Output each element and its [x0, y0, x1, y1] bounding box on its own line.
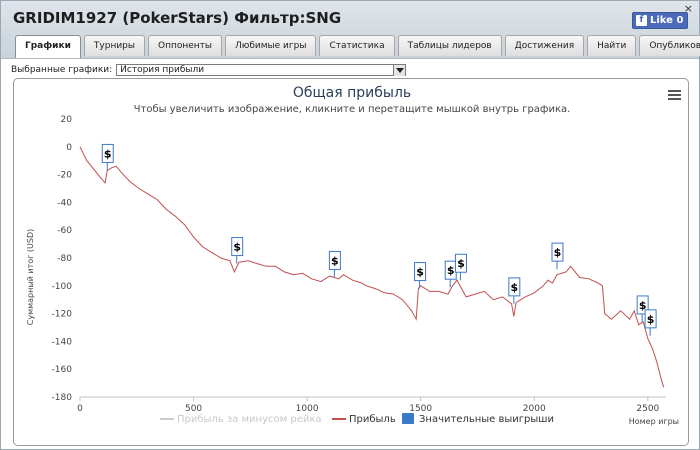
big-win-marker[interactable]: $: [644, 309, 657, 336]
big-win-marker[interactable]: $: [551, 242, 564, 270]
y-tick-label: -80: [57, 254, 72, 264]
chart-subtitle: Чтобы увеличить изображение, кликните и …: [134, 104, 571, 115]
x-tick-label: 500: [185, 404, 202, 414]
y-tick-label: -40: [57, 198, 72, 208]
big-win-marker-label: $: [510, 281, 518, 294]
facebook-icon: f: [636, 15, 647, 26]
close-icon[interactable]: ×: [683, 2, 693, 15]
title-bar: GRIDIM1927 (PokerStars) Фильтр:SNG f Lik…: [1, 1, 700, 59]
y-tick-label: -20: [57, 171, 72, 181]
chart-selector-value: История прибыли: [120, 65, 205, 75]
dropdown-arrow-icon[interactable]: [393, 65, 406, 76]
big-win-marker-label: $: [104, 147, 112, 160]
x-axis-label: Номер игры: [629, 417, 679, 426]
y-tick-label: -140: [52, 337, 73, 347]
y-tick-label: -100: [52, 282, 73, 292]
x-tick-label: 2500: [636, 404, 659, 414]
tab-1[interactable]: Турниры: [83, 35, 145, 56]
tab-4[interactable]: Статистика: [319, 35, 395, 56]
big-win-marker-label: $: [639, 299, 647, 312]
facebook-like-button[interactable]: f Like 0: [632, 12, 688, 29]
tab-6[interactable]: Достижения: [504, 35, 585, 56]
tab-8[interactable]: Опубликовать: [639, 35, 700, 56]
big-win-marker[interactable]: $: [508, 277, 521, 304]
big-win-marker-label: $: [554, 246, 562, 259]
chart-selector-label: Выбранные графики:: [11, 65, 113, 75]
tab-bar: Графики Турниры Оппоненты Любимые игры Стати…: [15, 35, 700, 58]
legend-item-profit[interactable]: Прибыль: [332, 414, 396, 425]
legend-item-rake[interactable]: Прибыль за минусом рейка: [160, 414, 322, 425]
y-tick-label: 20: [61, 115, 73, 125]
big-win-marker[interactable]: $: [454, 253, 467, 281]
like-label: Like 0: [650, 15, 684, 26]
profit-chart[interactable]: Общая прибыль Чтобы увеличить изображени…: [14, 79, 690, 447]
y-tick-label: -160: [52, 365, 73, 375]
y-tick-label: 0: [66, 143, 72, 153]
legend-label-profit: Прибыль: [349, 414, 396, 425]
chart-menu-icon[interactable]: [668, 90, 681, 100]
big-win-marker-label: $: [647, 313, 655, 326]
y-axis-label: Суммарный итог (USD): [26, 229, 35, 326]
x-tick-label: 0: [77, 404, 83, 414]
big-win-marker[interactable]: $: [328, 250, 341, 278]
legend-label-big-wins: Значительные выигрыши: [419, 414, 554, 425]
big-win-marker[interactable]: $: [636, 295, 649, 322]
big-win-marker[interactable]: $: [101, 143, 114, 171]
big-win-marker-label: $: [457, 257, 465, 270]
series-line-profit: [79, 146, 665, 388]
tab-0[interactable]: Графики: [15, 35, 81, 58]
tab-7[interactable]: Найти: [587, 35, 637, 56]
chart-selector-dropdown[interactable]: История прибыли: [116, 64, 407, 76]
legend-item-big-wins[interactable]: Значительные выигрыши: [402, 413, 554, 425]
big-win-marker-label: $: [447, 264, 455, 277]
big-win-marker[interactable]: $: [231, 237, 244, 264]
big-win-marker[interactable]: $: [414, 262, 427, 289]
chart-selector-row: Выбранные графики: История прибыли: [11, 64, 407, 76]
y-tick-label: -60: [57, 226, 72, 236]
tab-3[interactable]: Любимые игры: [225, 35, 317, 56]
chart-title: Общая прибыль: [293, 85, 411, 101]
x-tick-label: 1500: [409, 404, 432, 414]
chart-panel[interactable]: Общая прибыль Чтобы увеличить изображени…: [13, 78, 689, 446]
big-win-marker-label: $: [416, 266, 424, 279]
x-tick-label: 1000: [296, 404, 319, 414]
legend-label-rake: Прибыль за минусом рейка: [177, 414, 322, 425]
big-win-marker-label: $: [233, 241, 241, 254]
window-title: GRIDIM1927 (PokerStars) Фильтр:SNG: [13, 9, 342, 27]
tab-2[interactable]: Оппоненты: [148, 35, 223, 56]
big-win-marker-label: $: [331, 254, 339, 267]
y-tick-label: -120: [52, 310, 73, 320]
tab-5[interactable]: Таблицы лидеров: [397, 35, 502, 56]
y-tick-label: -180: [52, 393, 73, 403]
x-tick-label: 2000: [523, 404, 546, 414]
